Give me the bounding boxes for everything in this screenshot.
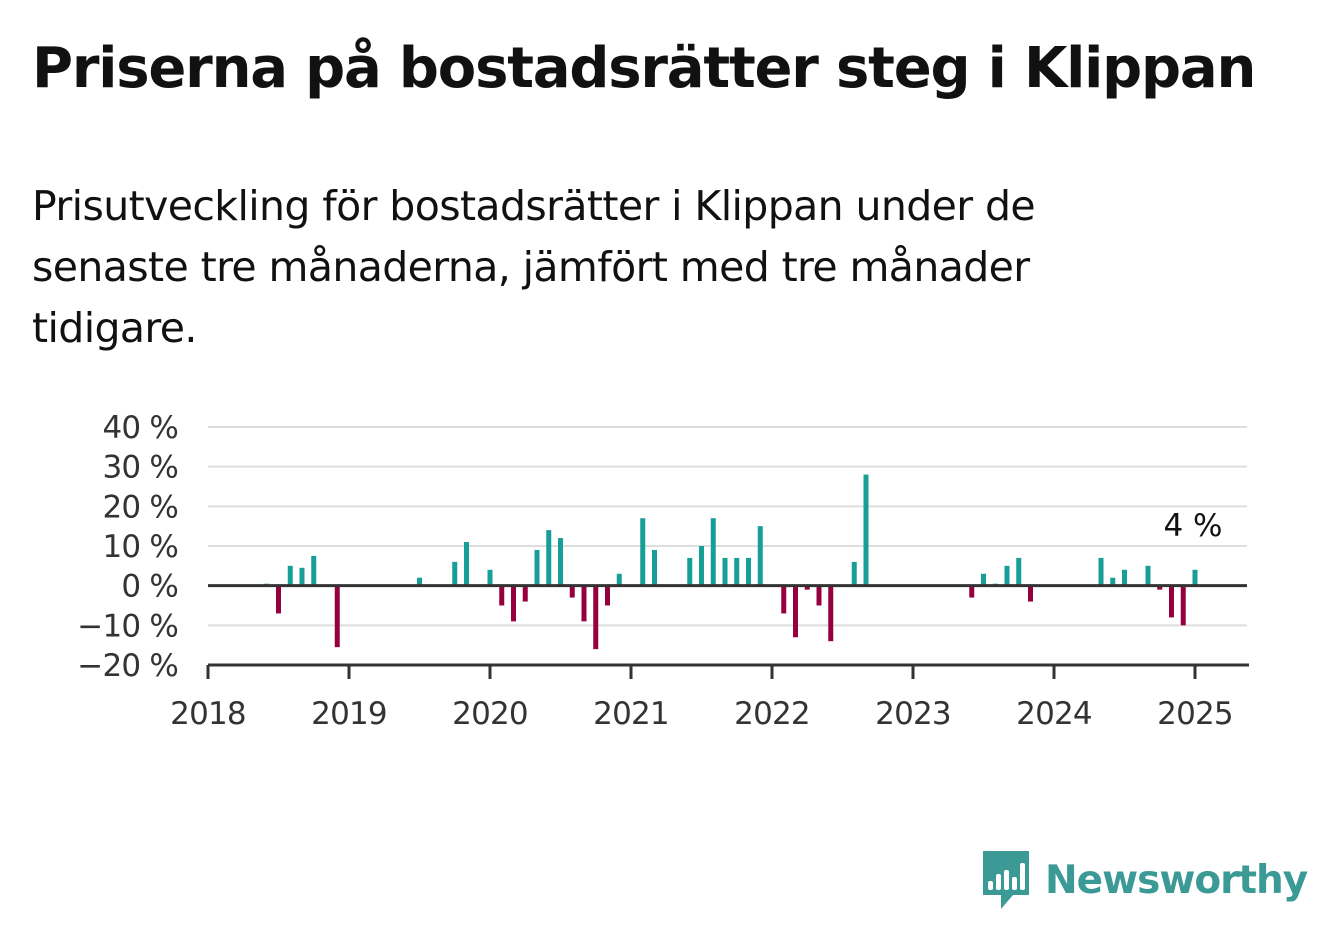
brand-name: Newsworthy <box>1045 857 1308 903</box>
bar <box>781 585 787 614</box>
bar <box>334 585 340 648</box>
bar <box>558 538 563 586</box>
x-tick-label: 2020 <box>452 696 528 732</box>
chart-subtitle: Prisutveckling för bostadsrätter i Klipp… <box>32 182 1036 352</box>
bar <box>969 585 975 598</box>
bar <box>793 585 798 638</box>
bar <box>1169 585 1174 618</box>
bar <box>487 569 493 586</box>
bar <box>699 546 704 586</box>
bar <box>299 567 305 586</box>
bar <box>1110 577 1116 586</box>
bar <box>1192 569 1198 586</box>
chart-title: Priserna på bostadsrätter steg i Klippan <box>32 36 1256 101</box>
latest-value-label: 4 % <box>1163 508 1222 544</box>
bar <box>816 585 822 606</box>
bar <box>522 585 528 602</box>
y-tick-label: 30 % <box>102 450 178 486</box>
bar <box>546 530 552 586</box>
bar <box>287 565 293 586</box>
bar <box>569 585 575 598</box>
x-tick-label: 2018 <box>170 696 246 732</box>
bar <box>616 573 622 586</box>
newsworthy-logo-icon <box>983 851 1029 909</box>
bar <box>276 585 281 614</box>
y-tick-label: −20 % <box>77 648 178 684</box>
bar <box>1180 585 1186 626</box>
x-tick-label: 2021 <box>593 696 669 732</box>
bar <box>1122 569 1127 586</box>
bar <box>828 585 834 642</box>
bar <box>710 518 716 586</box>
x-tick-label: 2019 <box>311 696 387 732</box>
bar <box>851 561 857 586</box>
x-tick-label: 2025 <box>1157 696 1233 732</box>
bar <box>652 549 657 586</box>
bar <box>311 555 317 586</box>
bar <box>534 549 540 586</box>
bar <box>605 585 610 606</box>
bar <box>1098 557 1104 586</box>
y-tick-label: 40 % <box>102 410 178 446</box>
bar <box>804 585 810 590</box>
x-tick-label: 2023 <box>875 696 951 732</box>
bar-chart: −20 % −10 %0 % 10 % 20 %30 % 40 % 2018 2019 202… <box>77 410 1249 732</box>
brand-logo: Newsworthy <box>981 849 1308 911</box>
bar <box>464 542 469 586</box>
y-tick-label: −10 % <box>77 608 178 644</box>
y-tick-label: 0 % <box>121 569 178 605</box>
bar <box>452 561 458 586</box>
x-tick-label: 2022 <box>734 696 810 732</box>
bar <box>511 585 516 622</box>
bar <box>640 518 646 586</box>
bar <box>687 557 693 586</box>
bar <box>417 577 422 586</box>
bar <box>863 474 869 586</box>
bar <box>981 573 986 586</box>
bar <box>593 585 599 650</box>
bar <box>1145 565 1151 586</box>
y-tick-label: 10 % <box>102 529 178 565</box>
bar <box>722 557 728 586</box>
bar <box>1004 565 1010 586</box>
bar <box>581 585 587 622</box>
y-tick-label: 20 % <box>102 489 178 525</box>
bar <box>746 557 751 586</box>
x-tick-label: 2024 <box>1016 696 1092 732</box>
bar <box>1028 585 1033 602</box>
bar <box>1016 557 1022 586</box>
bar <box>757 526 763 586</box>
bar <box>1157 585 1163 590</box>
bar <box>734 557 740 586</box>
bar <box>499 585 505 606</box>
